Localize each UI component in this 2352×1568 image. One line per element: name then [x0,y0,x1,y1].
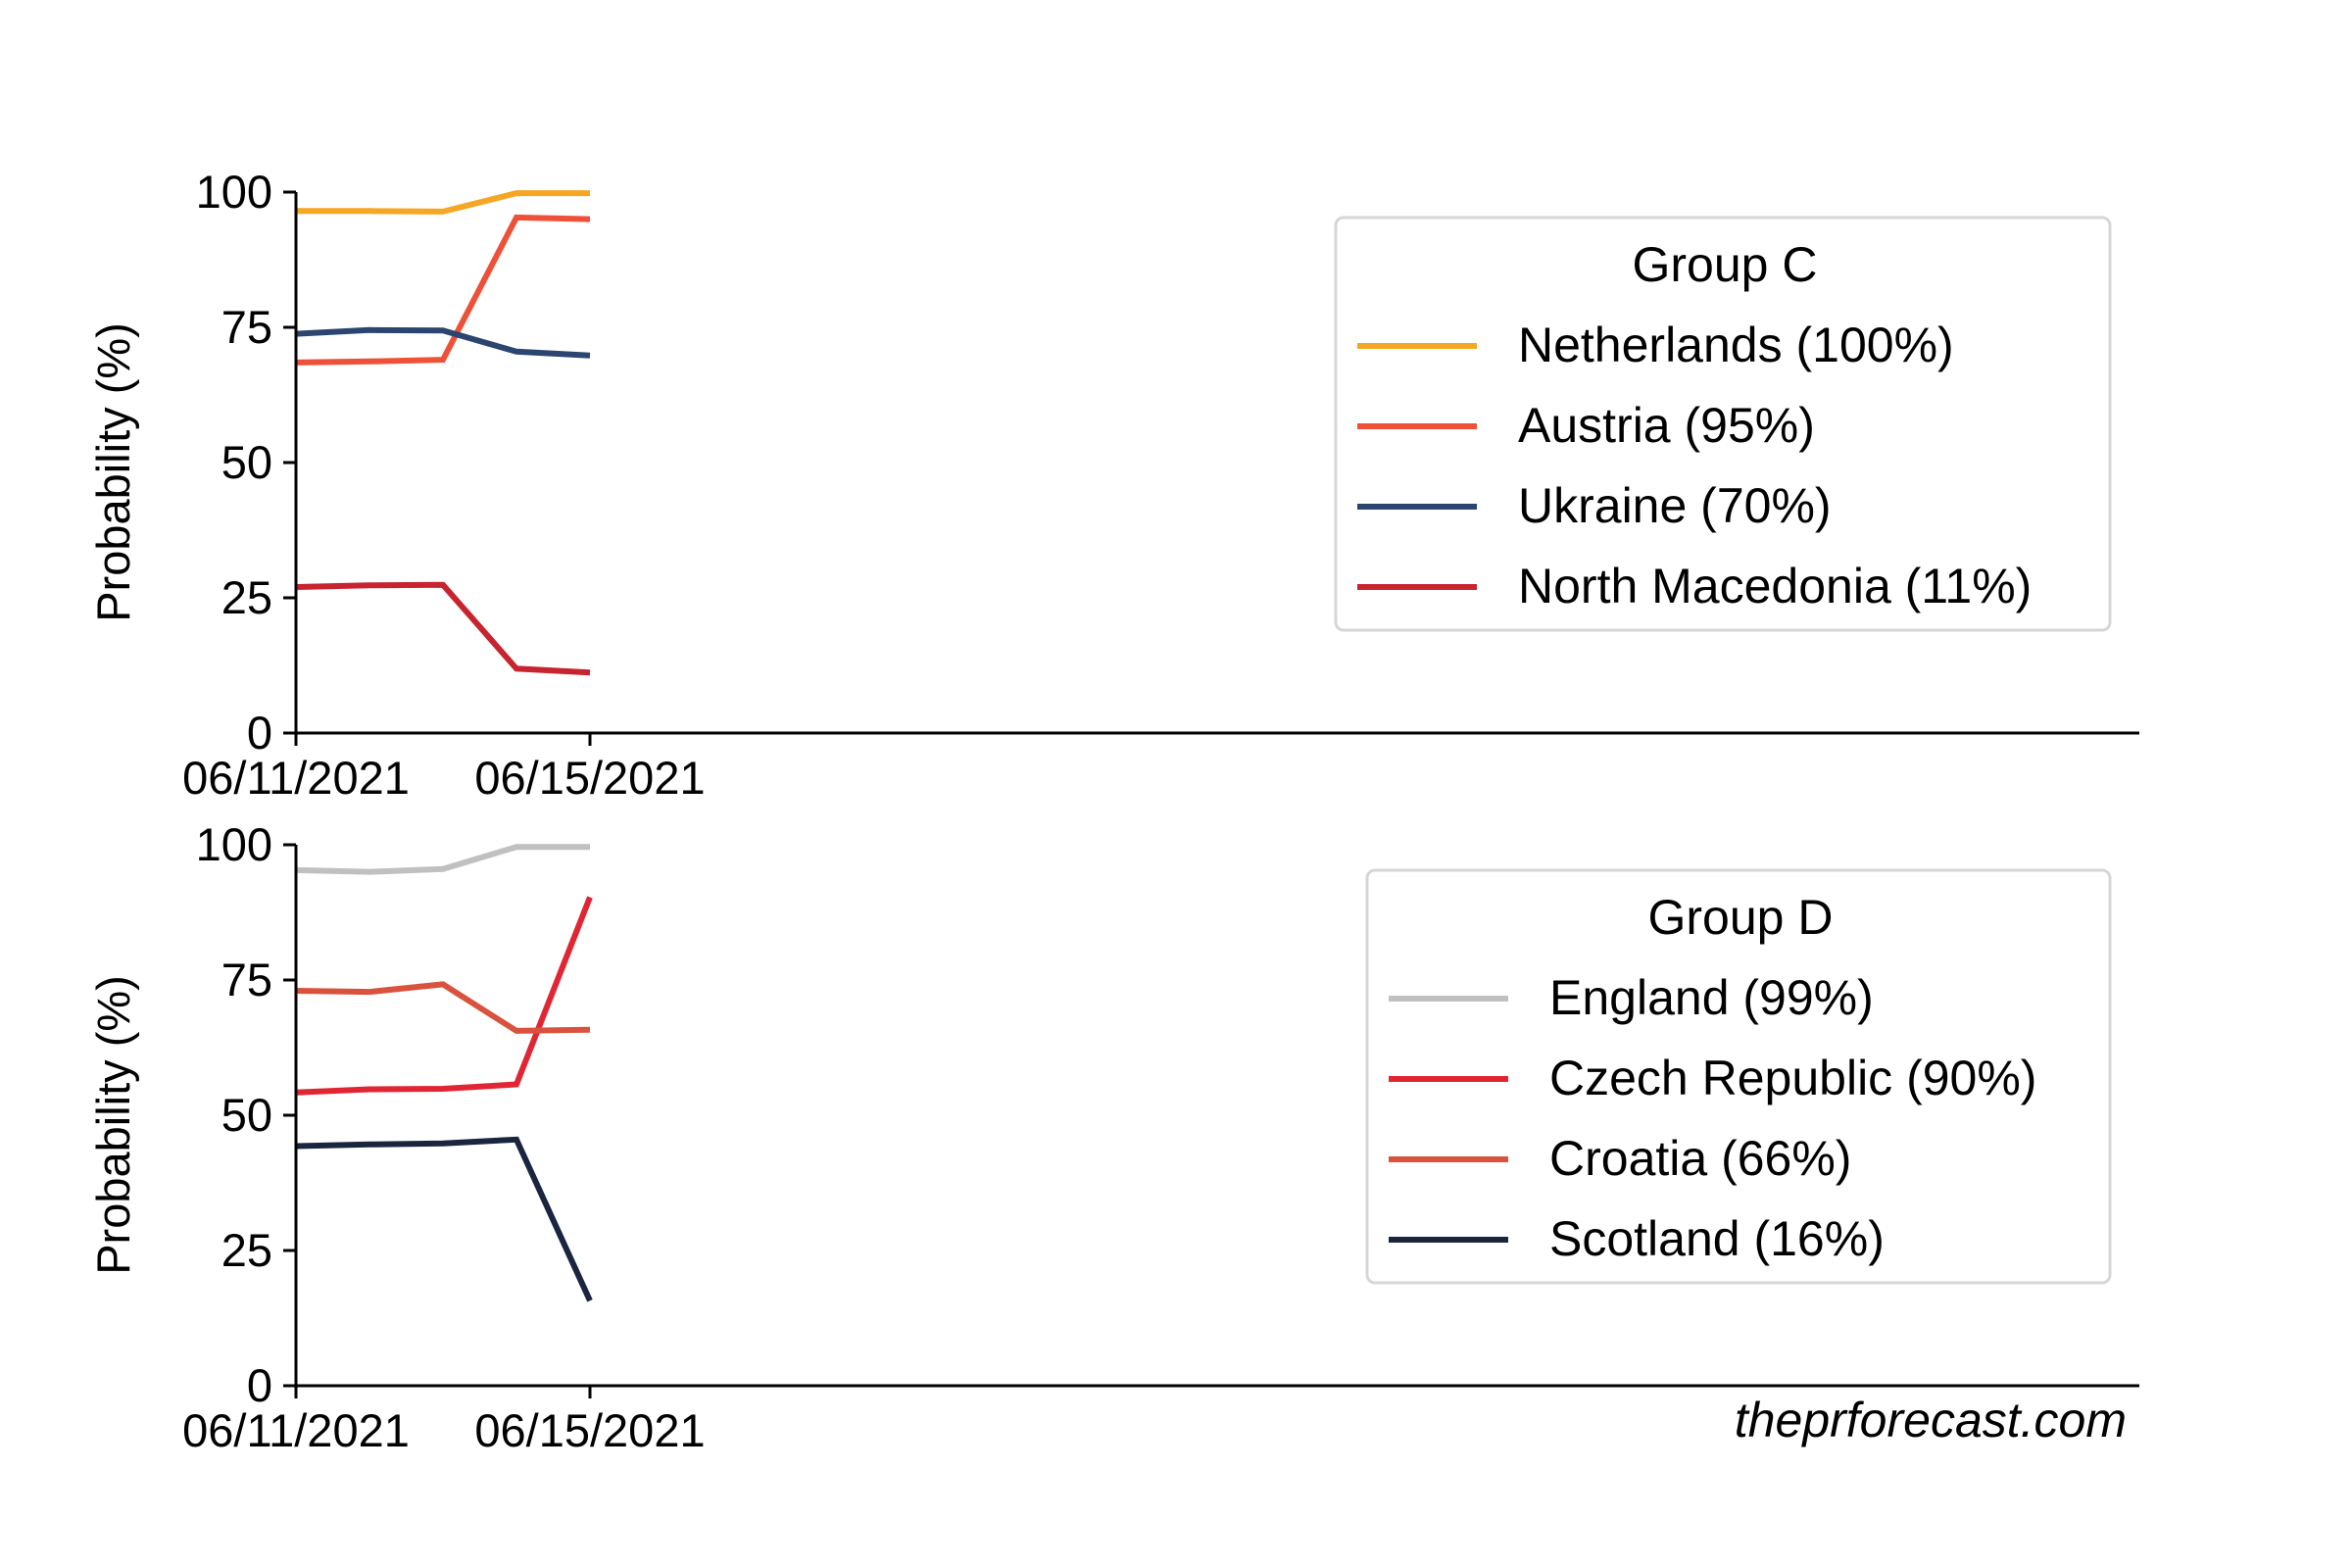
series-line-1-0 [295,844,590,875]
legend-box-0 [1334,216,2112,632]
y-tick-label-0-3: 75 [221,301,272,353]
series-line-1-3 [295,1136,593,1302]
watermark-text: theprforecast.com [1735,1393,2127,1447]
y-tick-label-0-2: 50 [221,436,272,488]
y-tick-label-1-1: 25 [221,1224,272,1276]
y-tick-label-0-0: 0 [247,707,272,759]
legend-label-1-1: Czech Republic (90%) [1549,1051,2036,1105]
series-line-0-1 [295,214,591,366]
y-tick-label-1-2: 50 [221,1089,272,1141]
y-tick-label-1-0: 0 [247,1359,272,1411]
legend-label-1-0: England (99%) [1549,970,1874,1025]
legend-title-1: Group D [1648,890,1834,945]
legend-label-0-0: Netherlands (100%) [1518,318,1954,372]
legend-label-0-1: Austria (95%) [1518,398,1815,453]
y-tick-label-1-3: 75 [221,954,272,1005]
y-tick-label-0-1: 25 [221,571,272,623]
legend-title-0: Group C [1633,237,1818,292]
legend-label-0-2: Ukraine (70%) [1518,478,1832,533]
x-tick-label-1-0: 06/11/2021 [182,1404,410,1456]
series-line-0-3 [295,581,591,676]
y-tick-label-0-4: 100 [196,166,272,218]
y-axis-label-1: Probability (%) [87,975,139,1275]
series-line-1-1 [295,896,593,1096]
series-line-0-2 [295,326,591,359]
legend-box-1 [1365,868,2112,1285]
legend-label-0-3: North Macedonia (11%) [1518,559,2032,613]
legend-label-1-2: Croatia (66%) [1549,1131,1851,1186]
x-tick-label-1-1: 06/15/2021 [474,1404,705,1456]
x-tick-label-0-1: 06/15/2021 [474,752,705,804]
legend-label-1-3: Scotland (16%) [1549,1211,1885,1266]
x-tick-label-0-0: 06/11/2021 [182,752,410,804]
y-tick-label-1-4: 100 [196,818,272,870]
y-axis-label-0: Probability (%) [87,322,139,622]
series-line-1-2 [295,981,591,1034]
series-line-0-0 [296,190,590,215]
